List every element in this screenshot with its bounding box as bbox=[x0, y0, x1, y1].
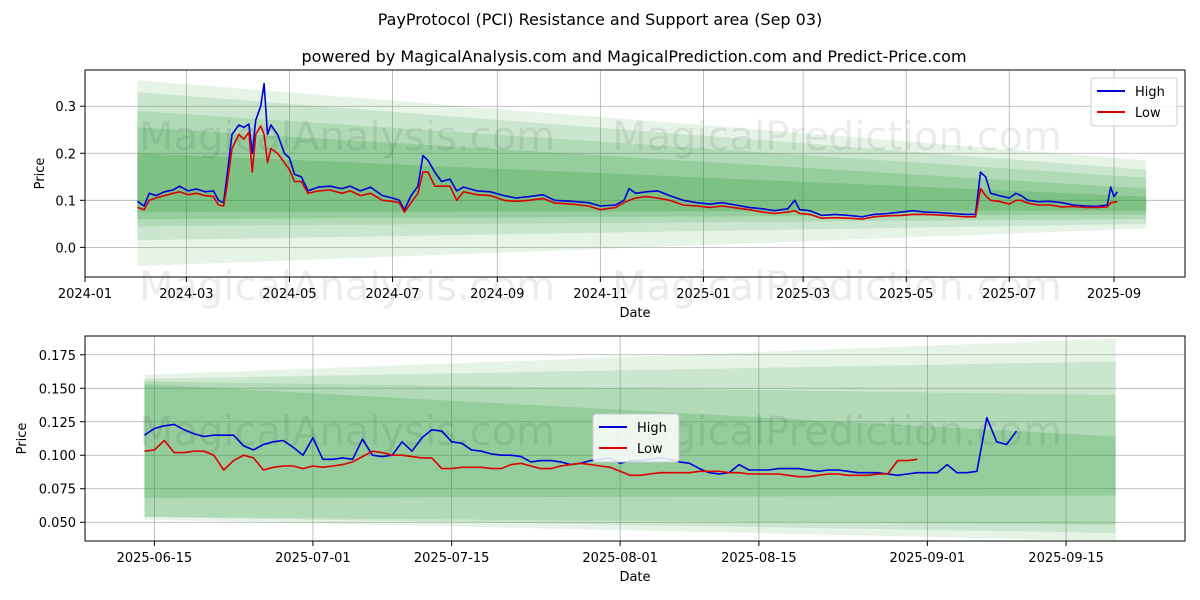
x-tick-label: 2025-03 bbox=[776, 287, 830, 302]
watermark: MagicalAnalysis.com MagicalPrediction.com… bbox=[139, 114, 1062, 310]
watermark-analysis: MagicalAnalysis.com bbox=[139, 264, 555, 310]
y-tick-label: 0.100 bbox=[39, 449, 76, 464]
x-tick-label: 2024-11 bbox=[573, 287, 627, 302]
grid bbox=[84, 70, 1185, 277]
x-axis-label: Date bbox=[619, 306, 650, 321]
legend-low-label: Low bbox=[637, 442, 663, 457]
y-axis: 0.050 0.075 0.100 0.125 0.150 0.175 Price bbox=[15, 349, 85, 531]
y-tick-label: 0.125 bbox=[39, 416, 76, 431]
x-tick-label: 2024-03 bbox=[159, 287, 213, 302]
y-tick-label: 0.075 bbox=[39, 483, 76, 498]
x-axis: 2025-06-15 2025-07-01 2025-07-15 2025-08-01… bbox=[117, 541, 1104, 585]
y-tick-label: 0.3 bbox=[55, 100, 76, 115]
y-tick-label: 0.2 bbox=[55, 147, 76, 162]
x-axis-label: Date bbox=[619, 570, 650, 585]
chart-title: PayProtocol (PCI) Resistance and Support… bbox=[378, 10, 823, 29]
y-tick-label: 0.150 bbox=[39, 382, 76, 397]
watermark-analysis: MagicalAnalysis.com bbox=[139, 114, 555, 160]
y-axis-label: Price bbox=[33, 158, 48, 190]
x-tick-label: 2025-07 bbox=[982, 287, 1036, 302]
series-line-low bbox=[137, 125, 1118, 220]
legend-low-label: Low bbox=[1135, 106, 1161, 121]
x-tick-label: 2024-09 bbox=[470, 287, 524, 302]
x-tick-label: 2025-09 bbox=[1087, 287, 1141, 302]
watermark-analysis: MagicalAnalysis.com bbox=[139, 409, 555, 455]
watermark-prediction: MagicalPrediction.com bbox=[612, 114, 1062, 160]
chart-subtitle: powered by MagicalAnalysis.com and Magic… bbox=[301, 47, 966, 66]
legend-high-label: High bbox=[637, 421, 667, 436]
x-tick-label: 2025-01 bbox=[676, 287, 730, 302]
series-line-low bbox=[144, 439, 918, 478]
x-axis: 2024-01 2024-03 2024-05 2024-07 2024-09 2024-… bbox=[58, 277, 1141, 321]
watermark-prediction: MagicalPrediction.com bbox=[612, 409, 1062, 455]
y-tick-label: 0.1 bbox=[55, 194, 76, 209]
x-tick-label: 2025-07-15 bbox=[414, 551, 490, 566]
y-tick-label: 0.0 bbox=[55, 241, 76, 256]
x-tick-label: 2025-08-01 bbox=[582, 551, 658, 566]
y-axis-label: Price bbox=[15, 423, 30, 455]
x-tick-label: 2025-06-15 bbox=[117, 551, 193, 566]
plot-frame bbox=[84, 335, 1186, 542]
x-tick-label: 2024-07 bbox=[365, 287, 419, 302]
legend-high-label: High bbox=[1135, 85, 1165, 100]
x-tick-label: 2025-05 bbox=[879, 287, 933, 302]
top-panel: MagicalAnalysis.com MagicalPrediction.com… bbox=[33, 69, 1186, 321]
x-tick-label: 2025-08-15 bbox=[721, 551, 797, 566]
bottom-panel: MagicalAnalysis.com MagicalPrediction.com… bbox=[15, 335, 1186, 585]
y-tick-label: 0.175 bbox=[39, 349, 76, 364]
x-tick-label: 2024-01 bbox=[58, 287, 112, 302]
y-tick-label: 0.050 bbox=[39, 516, 76, 531]
watermark-prediction: MagicalPrediction.com bbox=[612, 264, 1062, 310]
legend: High Low bbox=[1090, 77, 1178, 127]
band-area bbox=[137, 127, 1147, 220]
x-tick-label: 2025-09-01 bbox=[890, 551, 966, 566]
plot-frame bbox=[84, 69, 1186, 278]
band-area bbox=[137, 92, 1147, 241]
watermark: MagicalAnalysis.com MagicalPrediction.com bbox=[139, 409, 1062, 455]
x-tick-label: 2025-09-15 bbox=[1028, 551, 1104, 566]
band-area bbox=[137, 80, 1147, 267]
x-tick-label: 2025-07-01 bbox=[275, 551, 351, 566]
y-axis: 0.0 0.1 0.2 0.3 Price bbox=[33, 100, 85, 256]
x-tick-label: 2024-05 bbox=[262, 287, 316, 302]
legend: High Low bbox=[592, 413, 680, 463]
